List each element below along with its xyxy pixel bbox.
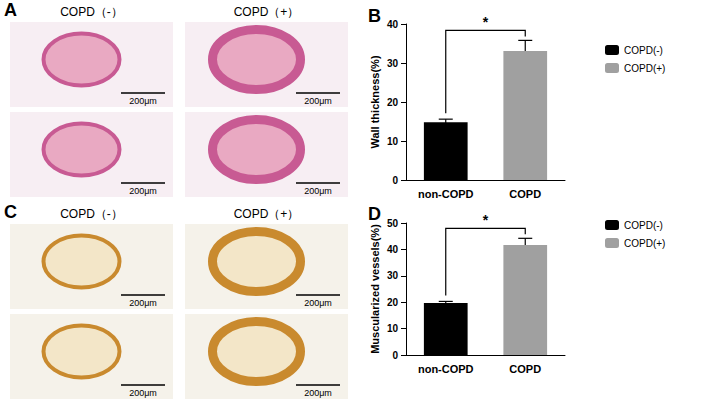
svg-text:200μm: 200μm (304, 388, 332, 398)
svg-text:COPD: COPD (509, 188, 541, 200)
svg-text:200μm: 200μm (129, 186, 157, 196)
svg-text:*: * (483, 212, 489, 228)
svg-text:COPD(+): COPD(+) (624, 63, 665, 74)
svg-text:200μm: 200μm (304, 96, 332, 106)
svg-text:50: 50 (387, 218, 399, 229)
svg-text:B: B (368, 6, 381, 26)
svg-text:C: C (4, 202, 17, 222)
svg-text:200μm: 200μm (129, 96, 157, 106)
svg-text:0: 0 (392, 350, 398, 361)
svg-text:200μm: 200μm (304, 186, 332, 196)
svg-text:COPD(-): COPD(-) (624, 220, 663, 231)
svg-text:D: D (368, 204, 381, 224)
svg-text:COPD(+): COPD(+) (624, 238, 665, 249)
svg-text:COPD(-): COPD(-) (624, 45, 663, 56)
svg-text:*: * (483, 14, 489, 30)
svg-text:COPD（-）: COPD（-） (60, 207, 123, 221)
svg-text:COPD（+）: COPD（+） (234, 207, 300, 221)
svg-text:0: 0 (392, 175, 398, 186)
svg-text:10: 10 (387, 136, 399, 147)
svg-text:COPD（-）: COPD（-） (60, 5, 123, 19)
svg-text:200μm: 200μm (129, 388, 157, 398)
svg-text:30: 30 (387, 58, 399, 69)
svg-text:Wall thickness(%): Wall thickness(%) (369, 55, 381, 148)
svg-text:40: 40 (387, 244, 399, 255)
svg-text:30: 30 (387, 270, 399, 281)
svg-text:20: 20 (387, 97, 399, 108)
svg-text:A: A (4, 0, 17, 20)
svg-text:40: 40 (387, 19, 399, 30)
svg-text:Muscularized vessels(%): Muscularized vessels(%) (369, 224, 381, 354)
svg-text:COPD（+）: COPD（+） (234, 5, 300, 19)
svg-text:COPD: COPD (509, 363, 541, 375)
svg-text:200μm: 200μm (304, 298, 332, 308)
svg-text:non-COPD: non-COPD (418, 188, 474, 200)
svg-text:200μm: 200μm (129, 298, 157, 308)
svg-text:non-COPD: non-COPD (418, 363, 474, 375)
svg-text:10: 10 (387, 323, 399, 334)
svg-text:20: 20 (387, 297, 399, 308)
